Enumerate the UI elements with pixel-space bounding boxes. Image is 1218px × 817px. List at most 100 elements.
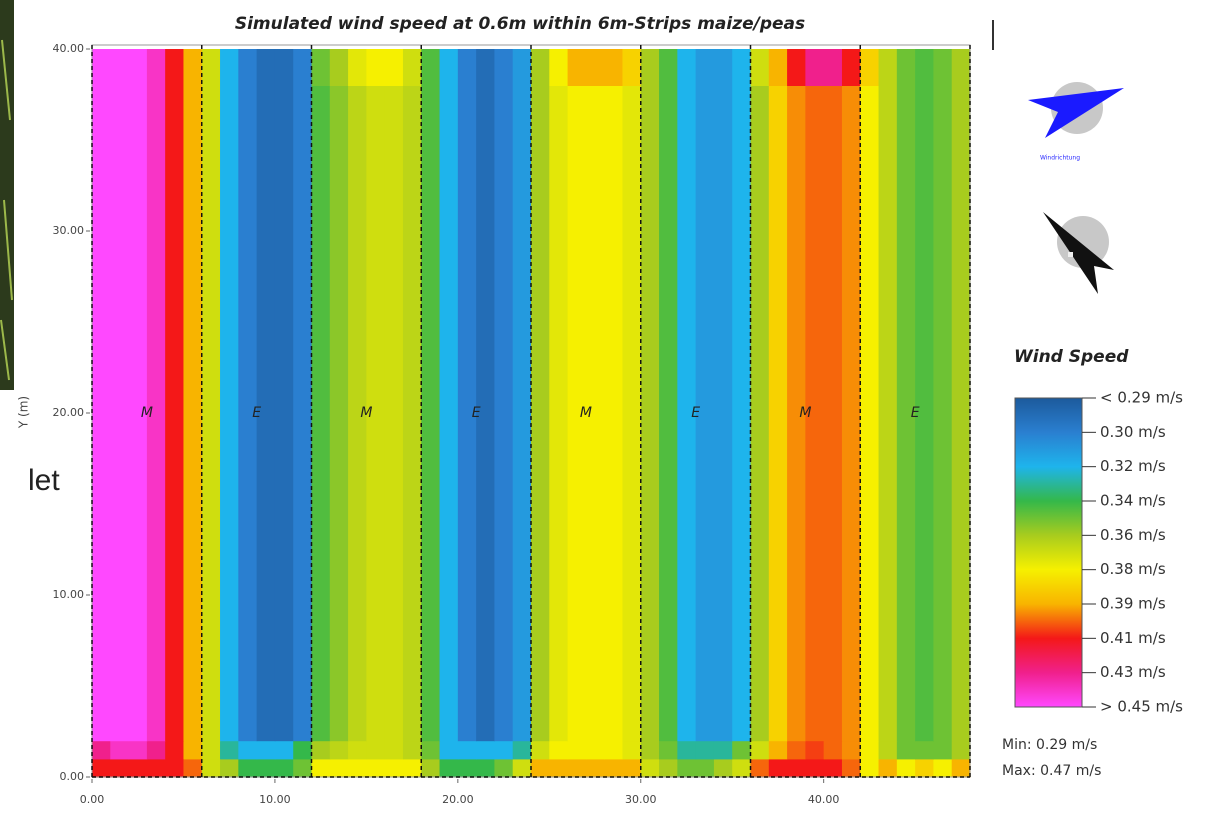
- cell: [165, 740, 185, 760]
- cell: [549, 49, 569, 86]
- cell: [732, 49, 752, 86]
- cell: [311, 49, 331, 86]
- cell: [183, 85, 203, 742]
- cell: [494, 85, 514, 742]
- cell: [933, 85, 953, 742]
- cell: [146, 85, 166, 742]
- cell: [476, 49, 496, 86]
- cell: [220, 740, 239, 760]
- cell: [622, 85, 642, 742]
- cell: [439, 740, 459, 760]
- y-tick-label: 0.00: [60, 770, 85, 783]
- cell: [146, 740, 166, 760]
- legend: < 0.29 m/s 0.30 m/s 0.32 m/s 0.34 m/s 0.36 m…: [1082, 389, 1183, 716]
- cell: [274, 85, 294, 742]
- cell: [933, 49, 953, 86]
- cell: [896, 85, 916, 742]
- north-icon: [1043, 212, 1114, 294]
- cell: [677, 758, 697, 778]
- cell: [841, 740, 861, 760]
- cell: [531, 85, 550, 742]
- cell: [531, 758, 550, 778]
- cell: [659, 758, 678, 778]
- cell: [402, 740, 422, 760]
- side-text: let: [28, 464, 60, 497]
- cell: [567, 758, 587, 778]
- cell: [805, 85, 825, 742]
- cell: [274, 49, 294, 86]
- cell: [732, 85, 752, 742]
- cell: [567, 85, 587, 742]
- cell: [549, 740, 569, 760]
- stat-max: Max: 0.47 m/s: [1002, 763, 1101, 779]
- cell: [695, 49, 715, 86]
- cell: [110, 49, 130, 86]
- cell: [567, 740, 587, 760]
- cell: [110, 758, 130, 778]
- cell: [659, 85, 678, 742]
- cell: [732, 758, 752, 778]
- cell: [915, 740, 935, 760]
- cell: [713, 740, 733, 760]
- cell: [402, 758, 422, 778]
- cell: [457, 49, 477, 86]
- x-tick-label: 10.00: [259, 793, 291, 806]
- cell: [512, 740, 532, 760]
- strip-label: M: [360, 405, 372, 421]
- cell: [604, 740, 624, 760]
- cell: [366, 85, 386, 742]
- cell: [311, 85, 331, 742]
- cell: [146, 758, 166, 778]
- cell: [878, 49, 898, 86]
- cell: [951, 758, 971, 778]
- cell: [384, 85, 404, 742]
- cell: [256, 740, 276, 760]
- cell: [146, 49, 166, 86]
- cell: [439, 49, 459, 86]
- legend-label: 0.43 m/s: [1100, 663, 1166, 681]
- strip-label: M: [580, 405, 592, 421]
- cell: [366, 758, 386, 778]
- cell: [787, 740, 806, 760]
- cell: [165, 49, 185, 86]
- cell: [750, 49, 770, 86]
- cell: [896, 49, 916, 86]
- cell: [348, 758, 367, 778]
- cell: [293, 758, 313, 778]
- cell: [640, 85, 660, 742]
- cell: [604, 85, 624, 742]
- cell: [476, 758, 496, 778]
- cell: [915, 85, 935, 742]
- cell: [421, 85, 441, 742]
- legend-label: 0.32 m/s: [1100, 457, 1166, 475]
- cell: [92, 49, 111, 86]
- cell: [604, 758, 624, 778]
- y-tick-label: 10.00: [53, 588, 85, 601]
- cell: [585, 85, 605, 742]
- cell: [476, 85, 496, 742]
- cell: [805, 740, 825, 760]
- cell: [713, 49, 733, 86]
- x-tick-label: 30.00: [625, 793, 657, 806]
- cell: [421, 49, 441, 86]
- cell: [677, 740, 697, 760]
- cell: [732, 740, 752, 760]
- cell: [750, 85, 770, 742]
- strip-label: E: [691, 405, 700, 421]
- cell: [348, 85, 367, 742]
- cell: [549, 85, 569, 742]
- cell: [165, 85, 185, 742]
- cell: [512, 758, 532, 778]
- legend-bar: [1014, 397, 1083, 708]
- legend-label: 0.39 m/s: [1100, 595, 1166, 613]
- y-axis-label: Y (m): [17, 396, 31, 429]
- cell: [92, 85, 111, 742]
- cell: [329, 49, 349, 86]
- cell: [110, 85, 130, 742]
- cell: [494, 740, 514, 760]
- cell: [878, 740, 898, 760]
- cell: [348, 740, 367, 760]
- cell: [293, 85, 313, 742]
- cell: [274, 758, 294, 778]
